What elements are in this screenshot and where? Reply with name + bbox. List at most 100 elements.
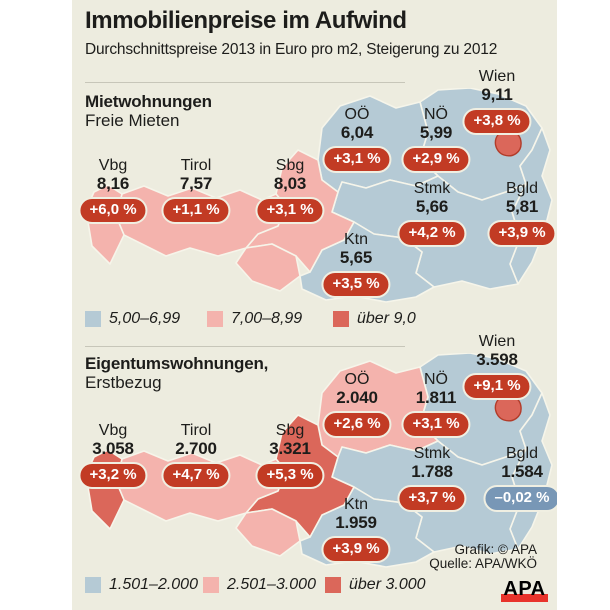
state-value: 1.788 (411, 462, 453, 481)
legend-swatch-red (333, 311, 349, 327)
state-name: Sbg (275, 422, 305, 439)
change-badge: –0,02 % (483, 485, 557, 512)
change-badge: +3,9 % (487, 220, 557, 247)
state-name: Wien (478, 68, 516, 85)
map-region-osttirol (235, 243, 301, 292)
section-heading-eigentum: Eigentumswohnungen, Erstbezug (85, 354, 268, 392)
state-noe-miet: NÖ 5,99 +2,9 % (401, 106, 471, 173)
legend-swatch-blue (85, 577, 101, 593)
state-bgld-eigentum: Bgld 1.584 –0,02 % (483, 445, 557, 512)
apa-logo: APA (501, 576, 548, 602)
state-name: NÖ (424, 371, 448, 388)
legend-label: über 3.000 (349, 576, 426, 593)
state-value: 2.040 (336, 388, 378, 407)
change-badge: +3,5 % (321, 271, 391, 298)
state-value: 5,81 (505, 197, 539, 216)
change-badge: +6,0 % (78, 197, 148, 224)
state-value: 8,03 (273, 174, 307, 193)
legend-swatch-pink (203, 577, 219, 593)
state-name: Bgld (505, 445, 539, 462)
state-value: 5,65 (339, 248, 373, 267)
state-sbg-eigentum: Sbg 3.321 +5,3 % (255, 422, 325, 489)
state-tirol-miet: Tirol 7,57 +1,1 % (161, 157, 231, 224)
map-region-osttirol (235, 508, 301, 557)
state-value: 5,66 (415, 197, 449, 216)
change-badge: +2,6 % (322, 411, 392, 438)
state-name: Stmk (413, 180, 451, 197)
separator-line-2 (85, 346, 405, 347)
change-badge: +1,1 % (161, 197, 231, 224)
separator-line-1 (85, 82, 405, 83)
state-ooe-miet: OÖ 6,04 +3,1 % (322, 106, 392, 173)
state-wien-miet: Wien 9,11 +3,8 % (462, 68, 532, 135)
state-value: 3.058 (92, 439, 134, 458)
infographic-panel: Immobilienpreise im Aufwind Durchschnitt… (72, 0, 557, 610)
state-name: Stmk (413, 445, 451, 462)
change-badge: +3,7 % (397, 485, 467, 512)
state-value: 3.598 (476, 350, 518, 369)
legend-item-pink-miet: 7,00–8,99 (207, 310, 302, 328)
state-name: Wien (478, 333, 516, 350)
state-name: Vbg (98, 157, 128, 174)
state-name: NÖ (424, 106, 448, 123)
state-name: Tirol (180, 422, 212, 439)
legend-swatch-blue (85, 311, 101, 327)
state-name: Bgld (505, 180, 539, 197)
state-bgld-miet: Bgld 5,81 +3,9 % (487, 180, 557, 247)
state-ktn-eigentum: Ktn 1.959 +3,9 % (321, 496, 391, 563)
state-value: 6,04 (340, 123, 374, 142)
state-vbg-eigentum: Vbg 3.058 +3,2 % (78, 422, 148, 489)
page-subtitle: Durchschnittspreise 2013 in Euro pro m2,… (85, 41, 498, 58)
change-badge: +2,9 % (401, 146, 471, 173)
change-badge: +3,1 % (322, 146, 392, 173)
section-heading-sub: Erstbezug (85, 373, 162, 392)
legend-swatch-red (325, 577, 341, 593)
legend-item-red-miet: über 9,0 (333, 310, 416, 328)
legend-item-pink-eigentum: 2.501–3.000 (203, 576, 316, 594)
state-name: Ktn (343, 231, 368, 248)
state-value: 1.811 (415, 388, 457, 407)
legend-item-blue-eigentum: 1.501–2.000 (85, 576, 198, 594)
legend-label: über 9,0 (357, 310, 416, 327)
credits-grafik: Grafik: © APA (454, 542, 537, 557)
state-tirol-eigentum: Tirol 2.700 +4,7 % (161, 422, 231, 489)
state-value: 1.584 (501, 462, 543, 481)
section-heading-bold: Eigentumswohnungen, (85, 354, 269, 373)
section-heading-bold: Mietwohnungen (85, 92, 212, 111)
state-name: Sbg (275, 157, 305, 174)
state-stmk-miet: Stmk 5,66 +4,2 % (397, 180, 467, 247)
state-value: 9,11 (481, 85, 513, 104)
change-badge: +5,3 % (255, 462, 325, 489)
legend-swatch-pink (207, 311, 223, 327)
state-name: Vbg (98, 422, 128, 439)
change-badge: +9,1 % (462, 373, 532, 400)
state-ooe-eigentum: OÖ 2.040 +2,6 % (322, 371, 392, 438)
state-value: 3.321 (269, 439, 311, 458)
state-noe-eigentum: NÖ 1.811 +3,1 % (401, 371, 471, 438)
change-badge: +3,8 % (462, 108, 532, 135)
state-sbg-miet: Sbg 8,03 +3,1 % (255, 157, 325, 224)
legend-item-blue-miet: 5,00–6,99 (85, 310, 180, 328)
state-name: Ktn (343, 496, 368, 513)
state-wien-eigentum: Wien 3.598 +9,1 % (462, 333, 532, 400)
credits-quelle: Quelle: APA/WKÖ (429, 556, 537, 571)
legend-label: 7,00–8,99 (231, 310, 303, 327)
state-value: 7,57 (179, 174, 213, 193)
legend-item-red-eigentum: über 3.000 (325, 576, 426, 594)
state-name: Tirol (180, 157, 212, 174)
apa-logo-text: APA (503, 578, 546, 600)
change-badge: +3,1 % (255, 197, 325, 224)
state-vbg-miet: Vbg 8,16 +6,0 % (78, 157, 148, 224)
change-badge: +3,2 % (78, 462, 148, 489)
change-badge: +4,2 % (397, 220, 467, 247)
state-name: OÖ (344, 371, 370, 388)
page-title: Immobilienpreise im Aufwind (85, 7, 407, 34)
apa-logo-bar (501, 594, 548, 602)
state-value: 8,16 (96, 174, 130, 193)
legend-label: 2.501–3.000 (227, 576, 316, 593)
state-ktn-miet: Ktn 5,65 +3,5 % (321, 231, 391, 298)
legend-label: 1.501–2.000 (109, 576, 198, 593)
legend-label: 5,00–6,99 (109, 310, 181, 327)
section-heading-sub: Freie Mieten (85, 111, 180, 130)
change-badge: +4,7 % (161, 462, 231, 489)
